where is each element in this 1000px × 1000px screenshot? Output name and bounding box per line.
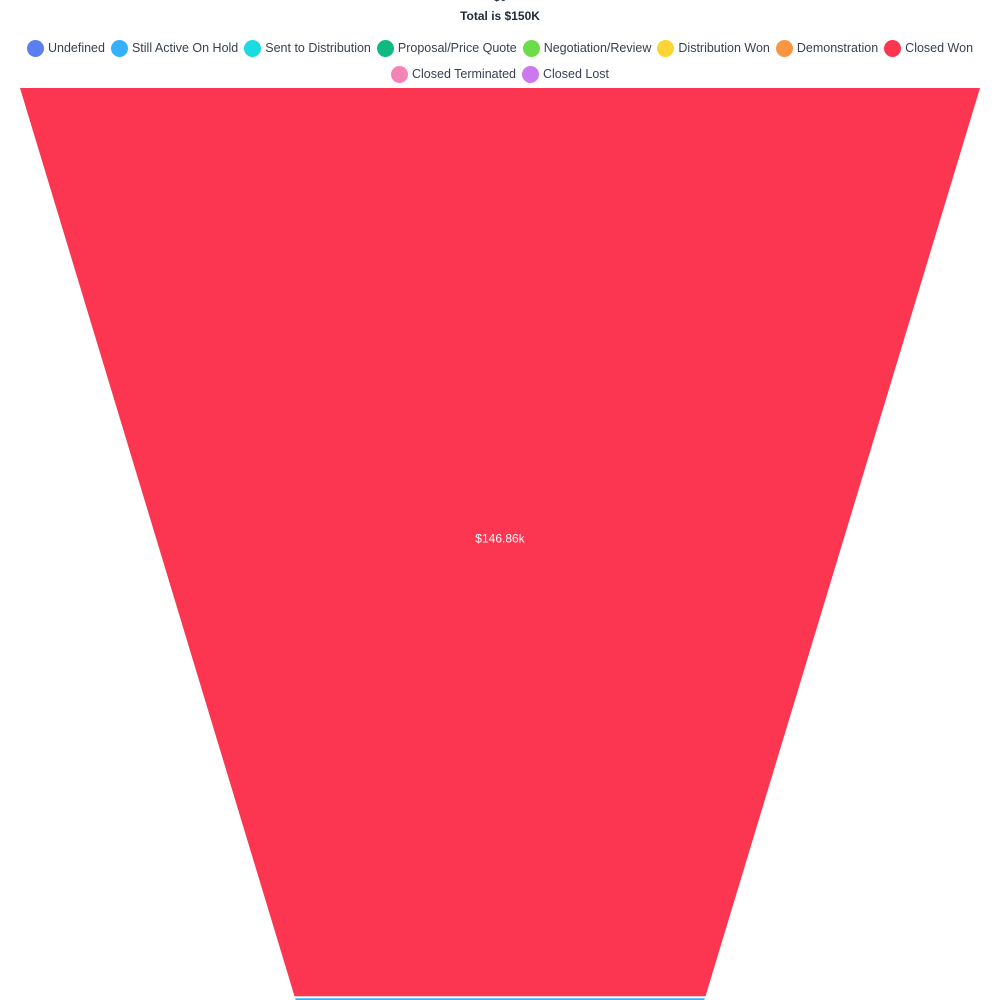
legend-swatch-icon: [110, 39, 128, 57]
legend-item-distribution-won[interactable]: Distribution Won: [657, 39, 770, 57]
legend-item-closed-terminated[interactable]: Closed Terminated: [390, 65, 516, 83]
funnel-data-label: $146.86k: [475, 531, 525, 545]
legend-item-closed-won[interactable]: Closed Won: [884, 39, 973, 57]
legend-swatch-icon: [657, 39, 675, 57]
legend-swatch-icon: [376, 39, 394, 57]
legend-label: Negotiation/Review: [543, 41, 652, 55]
legend-item-proposal-price-quote[interactable]: Proposal/Price Quote: [376, 39, 517, 57]
chart-legend: Undefined Still Active On Hold Sent to Dis…: [0, 39, 1000, 83]
legend-swatch-icon: [390, 65, 408, 83]
legend-swatch-icon: [884, 39, 902, 57]
legend-label: Closed Won: [905, 41, 974, 55]
legend-item-still-active-on-hold[interactable]: Still Active On Hold: [110, 39, 239, 57]
legend-swatch-icon: [26, 39, 44, 57]
legend-item-sent-to-distribution[interactable]: Sent to Distribution: [244, 39, 371, 57]
legend-item-undefined[interactable]: Undefined: [26, 39, 105, 57]
legend-label: Closed Lost: [542, 67, 609, 81]
legend-label: Proposal/Price Quote: [397, 41, 517, 55]
legend-swatch-icon: [775, 39, 793, 57]
funnel-segment-closed-won[interactable]: [20, 88, 980, 997]
legend-item-negotiation-review[interactable]: Negotiation/Review: [522, 39, 652, 57]
legend-swatch-icon: [522, 39, 540, 57]
legend-label: Demonstration: [796, 41, 879, 55]
legend-item-closed-lost[interactable]: Closed Lost: [521, 65, 609, 83]
legend-label: Closed Terminated: [411, 67, 516, 81]
chart-subtitle: $0: [0, 0, 1000, 4]
legend-swatch-icon: [244, 39, 262, 57]
legend-item-demonstration[interactable]: Demonstration: [775, 39, 879, 57]
legend-swatch-icon: [521, 65, 539, 83]
legend-label: Distribution Won: [678, 41, 770, 55]
legend-label: Sent to Distribution: [265, 41, 371, 55]
legend-label: Undefined: [47, 41, 105, 55]
legend-label: Still Active On Hold: [131, 41, 239, 55]
chart-title: Total is $150K: [460, 9, 540, 23]
chart-subtitle-clip: $0: [0, 0, 1000, 6]
